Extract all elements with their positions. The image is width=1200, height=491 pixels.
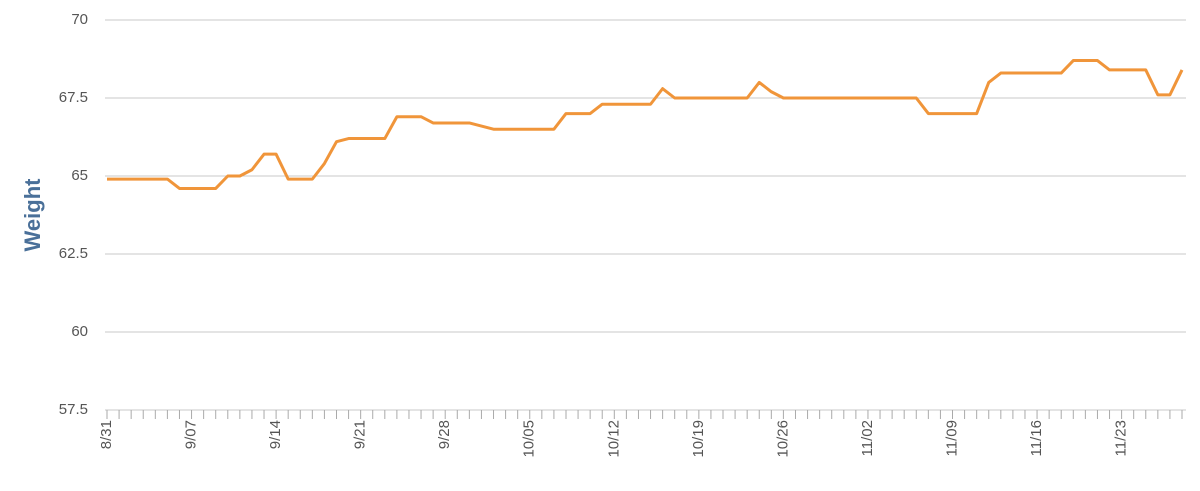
x-tick-label: 9/21 bbox=[352, 420, 369, 449]
x-tick-label: 9/14 bbox=[267, 420, 284, 449]
x-tick-label: 10/05 bbox=[521, 420, 538, 458]
y-axis-label: Weight bbox=[20, 178, 45, 252]
y-tick-label: 57.5 bbox=[59, 401, 88, 418]
y-tick-label: 60 bbox=[71, 323, 88, 340]
x-tick-label: 11/09 bbox=[943, 420, 960, 456]
x-tick-label: 10/19 bbox=[690, 420, 707, 458]
x-tick-label: 11/16 bbox=[1028, 420, 1045, 456]
x-tick-label: 10/12 bbox=[605, 420, 622, 458]
y-tick-label: 70 bbox=[71, 11, 88, 28]
x-tick-label: 9/28 bbox=[436, 420, 453, 449]
x-tick-label: 11/23 bbox=[1113, 420, 1130, 456]
y-tick-label: 65 bbox=[71, 167, 88, 184]
x-tick-label: 10/26 bbox=[774, 420, 791, 458]
y-tick-label: 62.5 bbox=[59, 245, 88, 262]
x-tick-label: 8/31 bbox=[98, 420, 115, 449]
y-tick-label: 67.5 bbox=[59, 89, 88, 106]
x-tick-label: 9/07 bbox=[183, 420, 200, 449]
x-tick-label: 11/02 bbox=[859, 420, 876, 456]
line-series bbox=[107, 59, 1184, 190]
